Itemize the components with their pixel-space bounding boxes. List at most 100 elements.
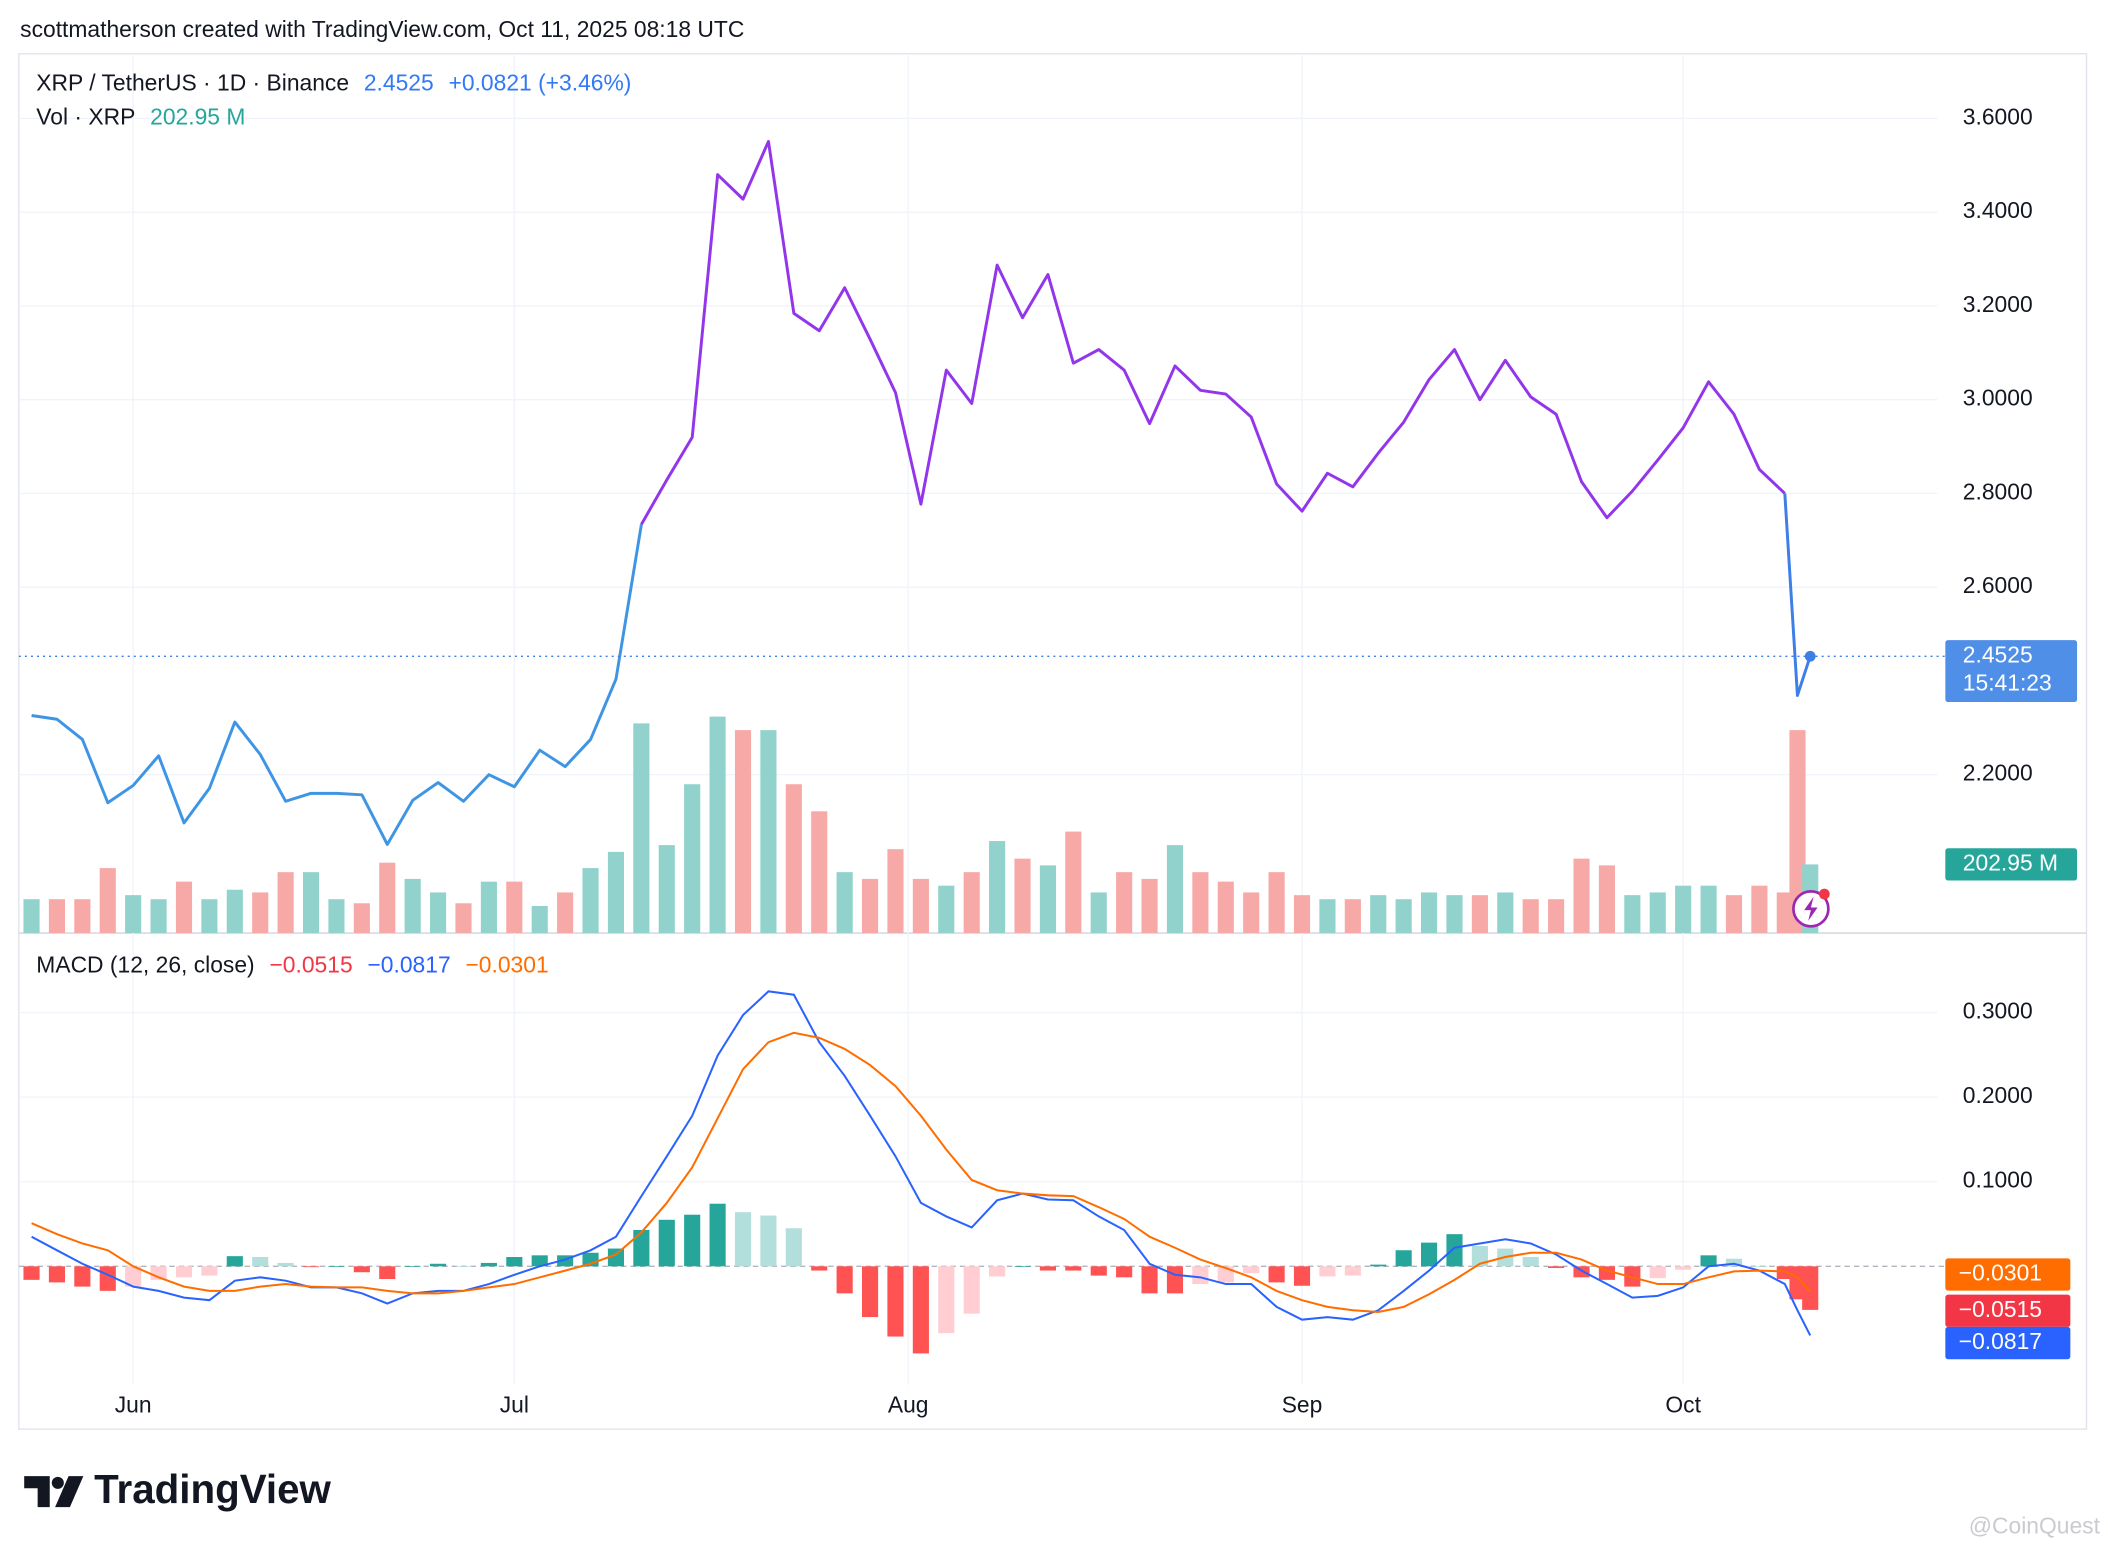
alert-dot: [1818, 888, 1830, 900]
histogram-bar: [633, 1229, 650, 1267]
volume-bar: [1471, 895, 1488, 934]
histogram-bar: [1243, 1266, 1260, 1274]
volume-bar: [1065, 831, 1082, 934]
histogram-bar: [379, 1266, 396, 1280]
volume-bar: [252, 892, 269, 934]
histogram-bar: [709, 1203, 726, 1267]
volume-bar: [99, 868, 116, 934]
histogram-bar: [1675, 1266, 1692, 1270]
volume-bar: [1192, 872, 1209, 934]
volume-bar: [531, 905, 548, 934]
macd-label-box: [1945, 1258, 2071, 1291]
volume-bar: [1014, 858, 1031, 934]
y-tick-label: 3.6000: [1963, 104, 2033, 130]
histogram-bar: [811, 1266, 828, 1271]
volume-bar: [1497, 892, 1514, 934]
volume-bar: [1649, 892, 1666, 934]
logo-mark: [55, 1476, 84, 1508]
y-tick-label: 2.6000: [1963, 572, 2033, 598]
histogram-bar: [328, 1266, 345, 1267]
histogram-bar: [455, 1266, 472, 1267]
volume-bar: [226, 889, 243, 934]
volume-bar: [1573, 858, 1590, 934]
histogram-bar: [887, 1266, 904, 1337]
volume-bar: [74, 899, 91, 934]
y-tick-label: 2.8000: [1963, 478, 2033, 504]
volume-bar: [23, 899, 40, 934]
volume-bar: [277, 872, 294, 934]
legend-histogram: −0.0515: [269, 952, 352, 978]
macd-title: MACD (12, 26, close): [36, 952, 254, 978]
x-tick-label: Aug: [888, 1391, 929, 1417]
y-tick-label: 2.2000: [1963, 760, 2033, 786]
countdown: 15:41:23: [1963, 670, 2052, 696]
volume-bar: [404, 878, 421, 934]
histogram-bar: [1039, 1266, 1056, 1271]
histogram-bar: [1166, 1266, 1184, 1294]
y-tick-label: 3.4000: [1963, 197, 2033, 223]
volume-bar: [430, 892, 447, 934]
volume-bar: [1344, 899, 1361, 934]
alert-bolt: [1804, 896, 1818, 921]
histogram-bar: [760, 1215, 777, 1267]
histogram-bar: [226, 1256, 243, 1267]
volume-bar: [938, 885, 955, 934]
x-tick-label: Jul: [500, 1391, 529, 1417]
histogram-bar: [1471, 1246, 1488, 1267]
histogram-bar: [1370, 1264, 1387, 1267]
histogram-bar: [1293, 1266, 1311, 1286]
histogram-bar: [1725, 1258, 1743, 1267]
histogram-bar: [353, 1266, 370, 1273]
volume-bar: [1166, 845, 1184, 934]
y-tick-label: 0.3000: [1963, 998, 2033, 1024]
volume-bar: [557, 892, 574, 934]
histogram-bar: [989, 1266, 1006, 1277]
histogram-bar: [1446, 1234, 1463, 1267]
volume-bar: [734, 730, 752, 934]
signal-line: [31, 1031, 1811, 1314]
histogram-bar: [1573, 1266, 1590, 1278]
histogram-bar: [302, 1266, 320, 1268]
volume-bar: [353, 903, 370, 934]
volume-bar: [506, 881, 523, 934]
volume-bar: [201, 899, 218, 934]
histogram-bar: [48, 1266, 66, 1283]
volume-bar: [1776, 892, 1793, 934]
histogram-bar: [1116, 1266, 1133, 1278]
histogram-bar: [1751, 1266, 1768, 1267]
histogram-bar: [938, 1266, 955, 1334]
last-price-dot: [1804, 650, 1816, 662]
volume-bar: [861, 878, 879, 934]
histogram-bar: [557, 1255, 574, 1267]
price-line: [1783, 493, 1812, 697]
price-line: [640, 139, 1786, 526]
header: scottmatherson created with TradingView.…: [20, 16, 744, 42]
watermark: @CoinQuest: [1969, 1512, 2101, 1538]
volume-bar: [1675, 885, 1692, 934]
price-label: 2.4525: [1963, 641, 2033, 667]
volume-bar: [1141, 878, 1158, 934]
volume-bar: [1268, 872, 1285, 934]
logo-text: TradingView: [94, 1466, 331, 1512]
volume-bar: [328, 899, 345, 934]
y-tick-label: 0.1000: [1963, 1167, 2033, 1193]
volume-bar: [379, 862, 396, 934]
macd-label: −0.0817: [1959, 1328, 2042, 1354]
histogram-bar: [480, 1262, 497, 1267]
volume-bar: [1243, 892, 1260, 934]
histogram-bar: [1802, 1266, 1819, 1310]
logo-mark: [51, 1476, 64, 1489]
histogram-bar: [607, 1248, 625, 1267]
volume-bar: [684, 784, 701, 934]
legend-price: 2.4525: [364, 70, 434, 96]
volume-label-box: [1945, 848, 2078, 881]
frame: [18, 53, 2088, 1430]
histogram-bar: [1014, 1266, 1031, 1267]
volume-bar: [1598, 865, 1616, 934]
volume-bar: [887, 849, 904, 934]
legend-volume: 202.95 M: [150, 103, 245, 129]
histogram-bar: [1268, 1266, 1285, 1283]
volume-bar: [1421, 892, 1438, 934]
